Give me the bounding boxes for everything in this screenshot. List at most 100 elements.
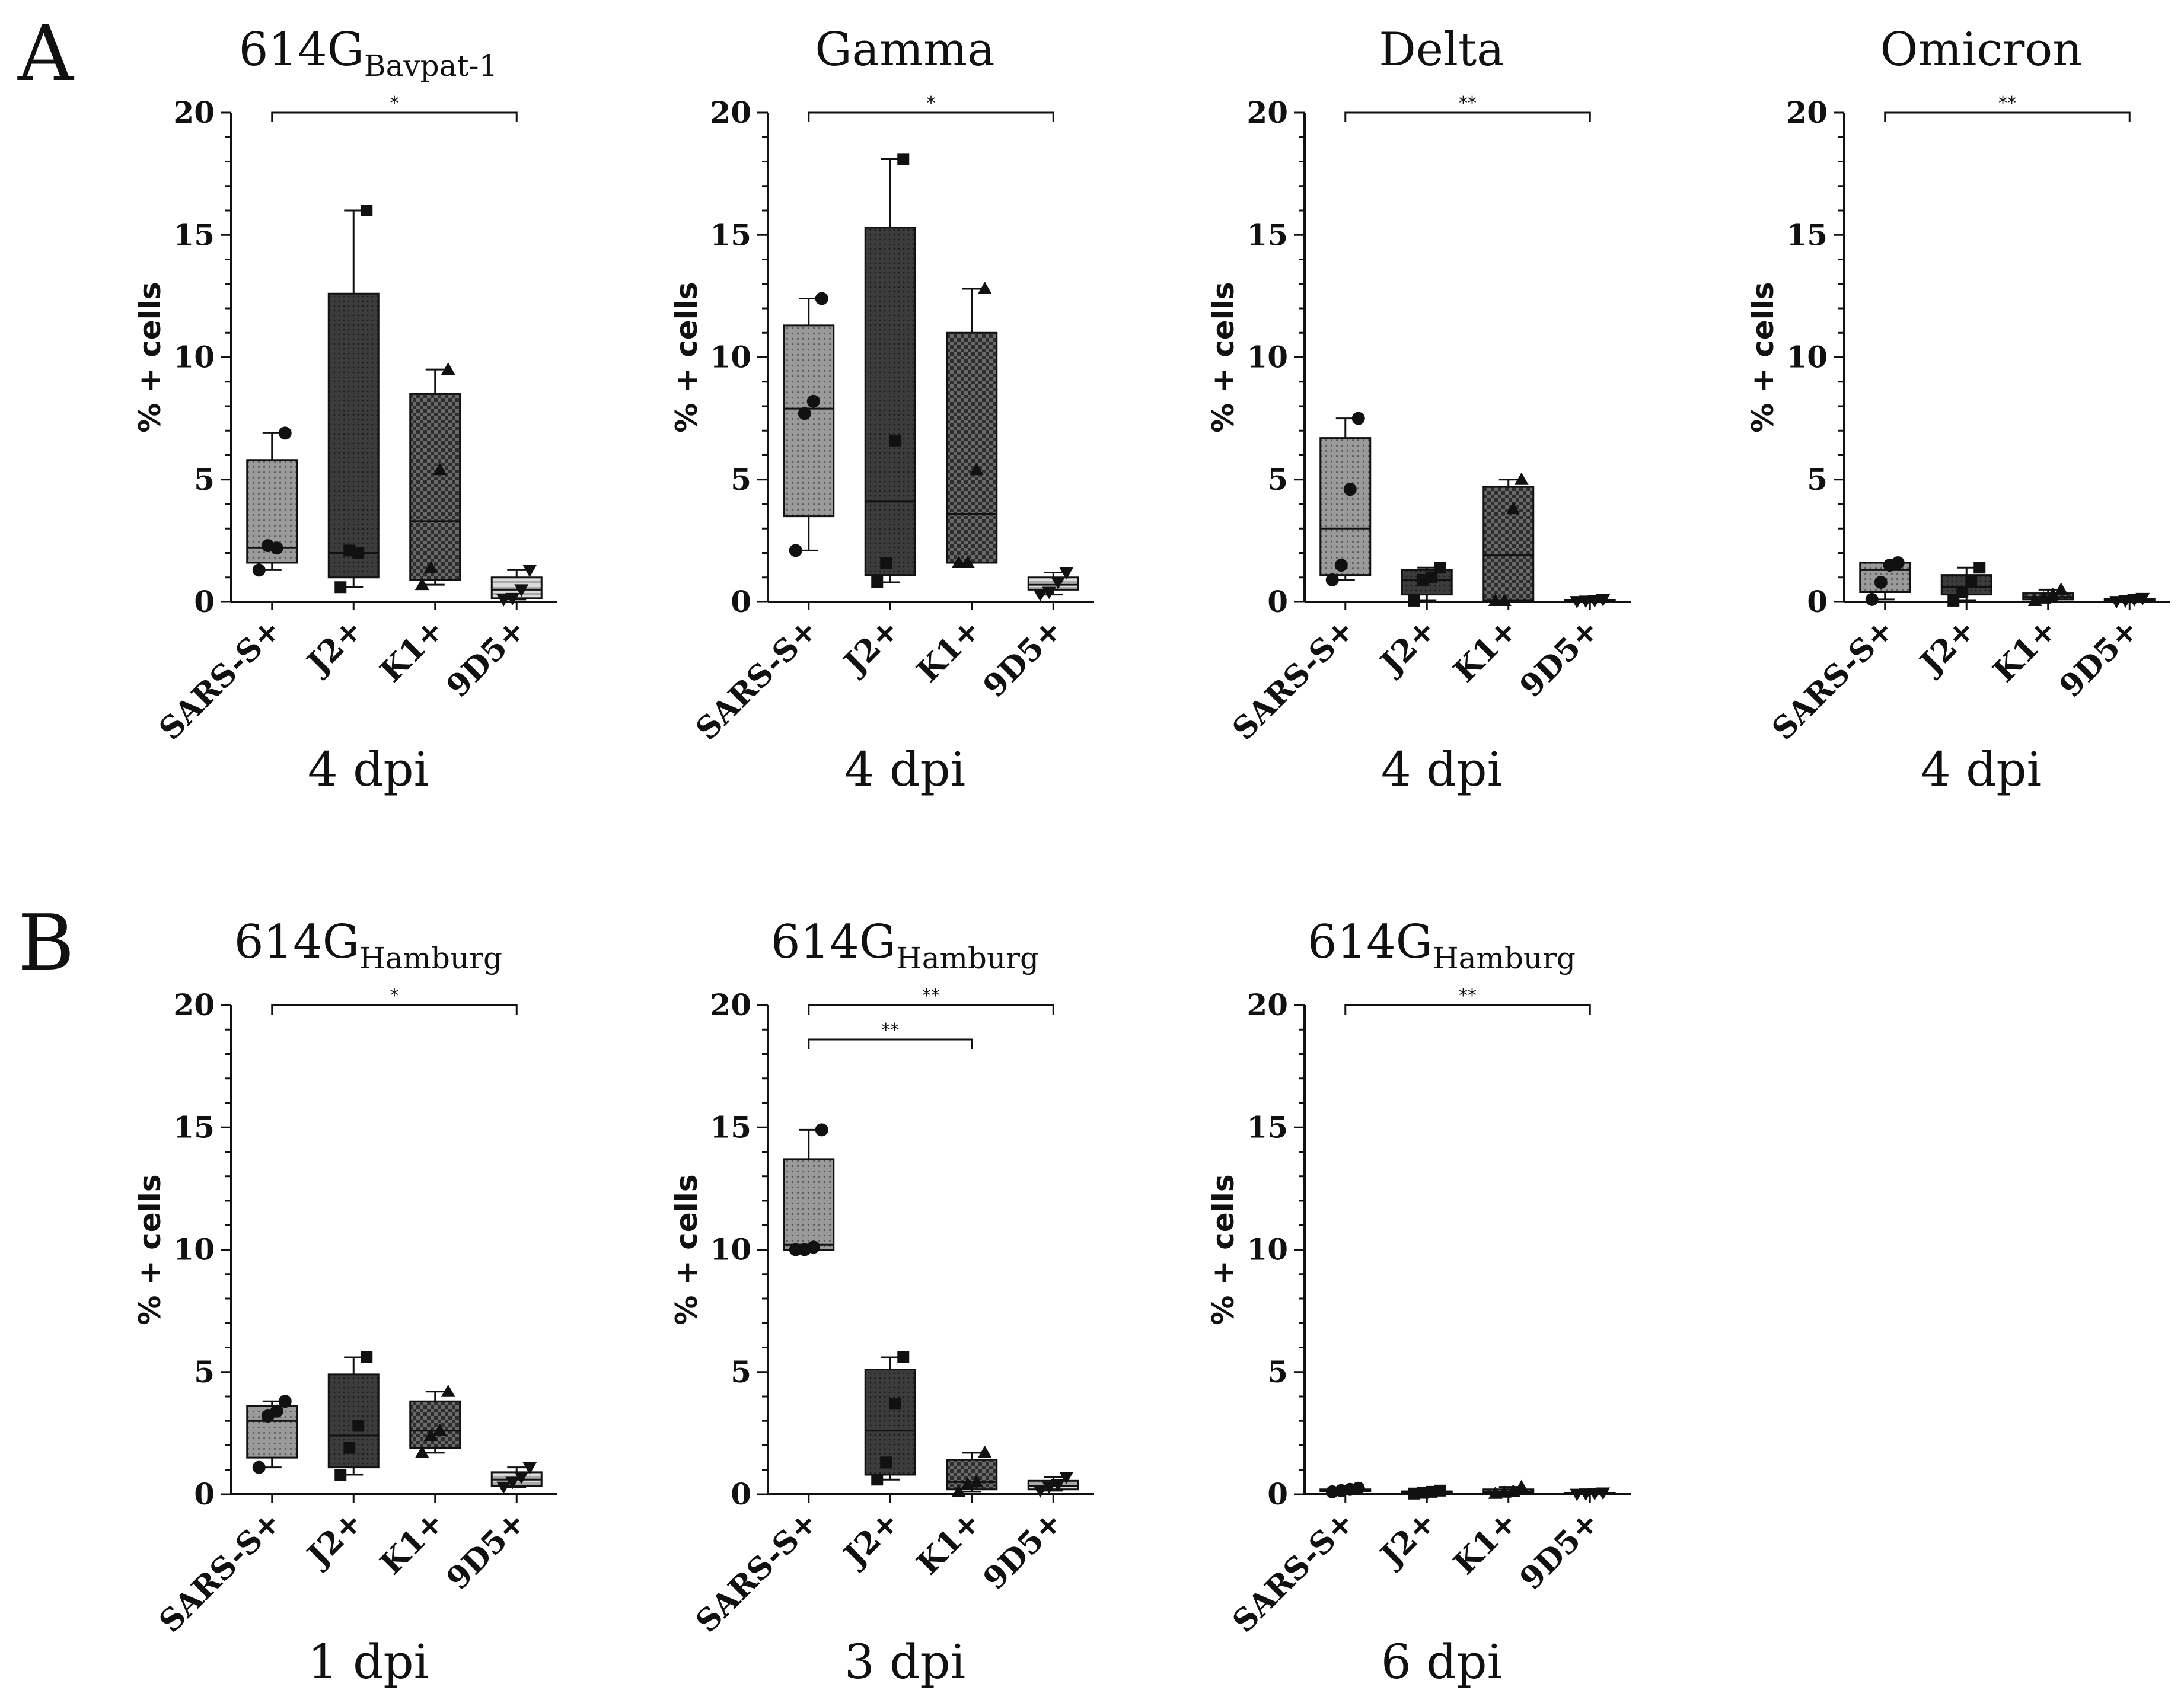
x-tick-label: 9D5+: [439, 1504, 533, 1597]
significance-label: **: [1459, 93, 1477, 114]
significance-bracket: **: [808, 1020, 973, 1049]
data-point: [522, 565, 537, 578]
x-axis-label: 4 dpi: [1381, 742, 1502, 797]
significance-bracket: **: [1344, 93, 1591, 122]
box-iqr: [946, 331, 998, 564]
box-SARS-S+: [783, 292, 835, 557]
x-tick-label: 9D5+: [976, 611, 1069, 704]
data-point: [361, 205, 373, 216]
y-tick-label: 10: [173, 340, 215, 375]
data-point: [2045, 587, 2060, 600]
data-point: [880, 557, 892, 569]
data-point: [1059, 1472, 1074, 1485]
data-point: [1051, 1479, 1066, 1492]
data-point: [1506, 1484, 1520, 1497]
y-tick-label: 5: [194, 1354, 215, 1389]
y-axis-label: % + cells: [1206, 1174, 1241, 1325]
data-point: [1426, 571, 1438, 583]
data-point: [960, 556, 975, 568]
data-point: [1570, 1488, 1584, 1501]
chart-title-main: 614G: [234, 916, 359, 969]
data-point: [1874, 576, 1888, 589]
data-point: [1059, 567, 1074, 580]
y-tick-label: 0: [731, 584, 751, 619]
box-iqr: [864, 227, 916, 576]
x-tick-label: K1+: [1446, 611, 1524, 689]
box-J2+: [864, 153, 916, 588]
chart-title-subscript: Hamburg: [1433, 941, 1576, 975]
significance-label: **: [922, 986, 940, 1006]
data-point: [2109, 596, 2124, 609]
chart-5: 614GHamburg 0 5 10 15 20 % + cells SARS-S+ J2+ K1…: [133, 916, 557, 1689]
chart-title: Delta: [1379, 23, 1504, 76]
data-point: [1434, 1484, 1446, 1497]
chart-title-main: Omicron: [1880, 23, 2082, 76]
data-point: [889, 434, 901, 447]
y-tick-label: 10: [710, 340, 751, 375]
box-SARS-S+: [246, 1395, 298, 1474]
data-point: [1334, 559, 1348, 572]
data-point: [423, 560, 438, 573]
y-axis-label: % + cells: [133, 1174, 167, 1325]
data-point: [806, 1240, 820, 1254]
significance-bracket: *: [271, 986, 518, 1015]
box-9D5+: [1027, 567, 1079, 602]
significance-label: *: [390, 93, 399, 114]
y-axis-label: % + cells: [1746, 282, 1780, 432]
box-SARS-S+: [1319, 1481, 1372, 1498]
bracket-line: [271, 111, 518, 122]
data-point: [278, 1395, 292, 1408]
y-tick-label: 5: [194, 462, 215, 497]
y-tick-label: 20: [710, 987, 751, 1022]
y-tick-label: 20: [1786, 95, 1828, 130]
x-tick-label: J2+: [836, 1504, 907, 1575]
y-tick-label: 5: [1807, 462, 1828, 497]
panel-letter-b: B: [18, 898, 75, 988]
y-axis-label: % + cells: [669, 282, 704, 432]
x-tick-label: K1+: [373, 1504, 451, 1581]
data-point: [361, 1351, 373, 1363]
y-tick-label: 10: [1246, 1232, 1288, 1267]
bracket-line: [1344, 1004, 1591, 1015]
chart-2: Gamma 0 5 10 15 20 % + cells SARS-S+ J2+ K1+9D5+4…: [669, 23, 1094, 797]
x-tick-label: K1+: [910, 1504, 987, 1581]
box-K1+: [2022, 582, 2074, 606]
box-J2+: [1401, 562, 1453, 607]
chart-7: 614GHamburg 0 5 10 15 20 % + cells SARS-S+ J2+ K1…: [1206, 916, 1631, 1689]
y-tick-label: 10: [1246, 340, 1288, 375]
data-point: [977, 1445, 992, 1458]
box-iqr: [409, 393, 461, 581]
box-9D5+: [1027, 1472, 1079, 1498]
data-point: [1434, 562, 1446, 574]
data-point: [1596, 1487, 1611, 1500]
data-point: [334, 1469, 347, 1481]
y-tick-label: 0: [1267, 584, 1288, 619]
y-tick-label: 0: [194, 1476, 215, 1511]
data-point: [1973, 562, 1986, 574]
data-point: [522, 1462, 537, 1475]
x-tick-label: J2+: [299, 1504, 370, 1575]
box-SARS-S+: [1319, 412, 1372, 586]
significance-bracket: **: [808, 986, 1054, 1015]
box-K1+: [409, 1384, 461, 1458]
data-point: [496, 594, 511, 607]
data-point: [815, 292, 828, 305]
data-point: [977, 282, 992, 294]
data-point: [496, 1481, 511, 1494]
x-tick-label: K1+: [1986, 611, 2064, 689]
data-point: [2127, 594, 2142, 607]
chart-3: Delta 0 5 10 15 20 % + cells SARS-S+ J2+ K1+9D5+4…: [1206, 23, 1631, 797]
data-point: [514, 584, 529, 597]
bracket-line: [808, 111, 1054, 122]
bracket-line: [271, 1004, 518, 1015]
x-tick-label: K1+: [910, 611, 987, 689]
data-point: [432, 463, 447, 476]
data-point: [798, 407, 811, 420]
x-axis-label: 6 dpi: [1381, 1634, 1502, 1689]
data-point: [871, 576, 884, 588]
x-tick-label: J2+: [1912, 611, 1983, 683]
y-tick-label: 15: [1786, 217, 1828, 252]
data-point: [432, 1423, 447, 1436]
box-iqr: [327, 292, 380, 579]
